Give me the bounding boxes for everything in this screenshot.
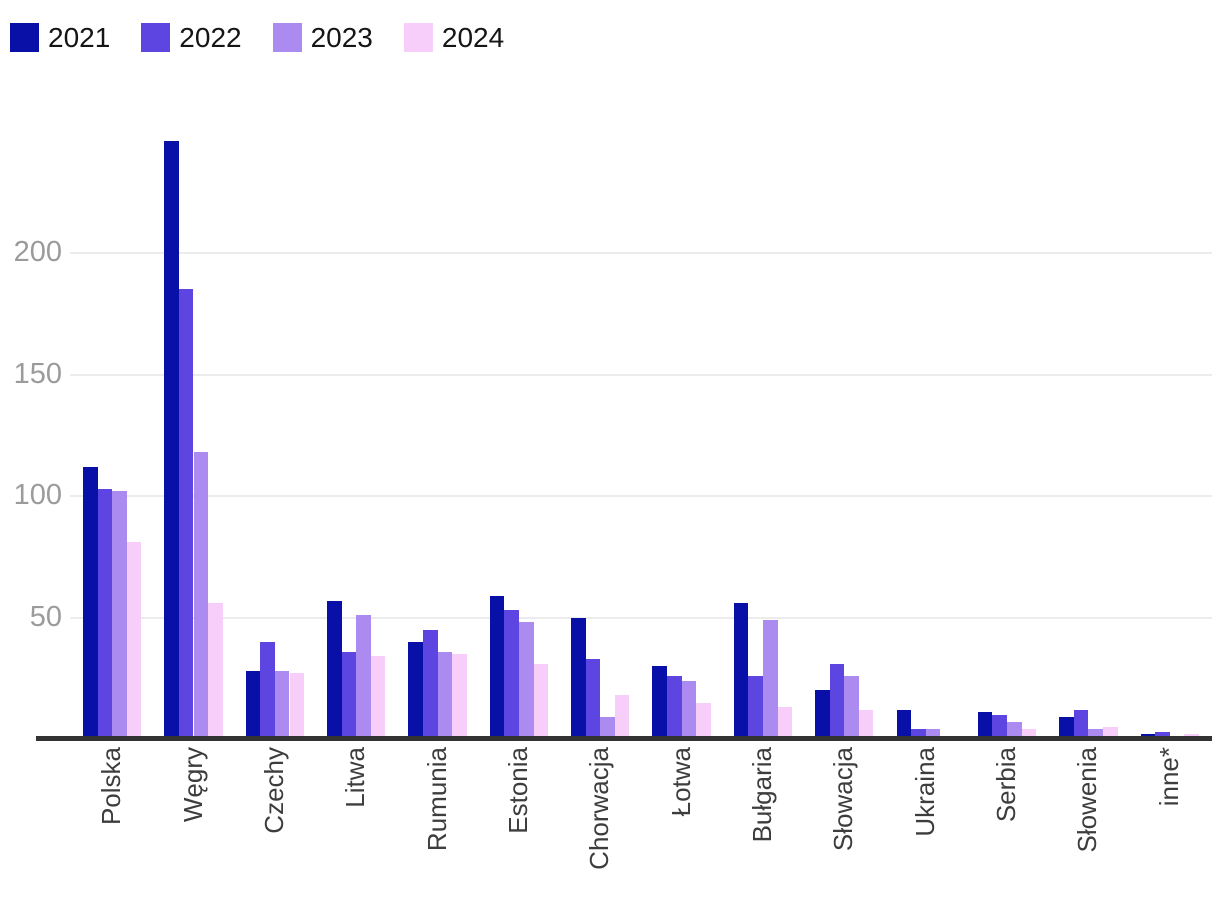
bar-inne*-2022 bbox=[1155, 731, 1170, 739]
bar-Rumunia-2024 bbox=[452, 654, 467, 740]
bar-Słowenia-2023 bbox=[1088, 729, 1103, 739]
legend-item-2023: 2023 bbox=[272, 21, 373, 53]
bar-Ukraina-2023 bbox=[925, 729, 941, 739]
gridline-50 bbox=[70, 616, 1212, 619]
legend-label: 2021 bbox=[48, 21, 111, 53]
legend-item-2024: 2024 bbox=[403, 21, 505, 53]
bar-Węgry-2021 bbox=[164, 141, 179, 739]
legend-label: 2022 bbox=[179, 21, 242, 53]
x-tick-label-Serbia: Serbia bbox=[991, 747, 1021, 823]
bar-Chorwacja-2022 bbox=[585, 658, 601, 739]
bar-Estonia-2024 bbox=[533, 663, 549, 739]
x-tick-label-Czechy: Czechy bbox=[258, 747, 289, 834]
x-tick-label-Węgry: Węgry bbox=[177, 747, 208, 823]
bar-Bułgaria-2022 bbox=[748, 675, 763, 739]
bar-Węgry-2023 bbox=[193, 452, 209, 739]
bar-Estonia-2023 bbox=[519, 622, 534, 739]
bar-Czechy-2024 bbox=[289, 673, 305, 739]
bar-Chorwacja-2021 bbox=[571, 617, 586, 739]
x-tick-label-Słowenia: Słowenia bbox=[1072, 747, 1103, 853]
bar-Czechy-2023 bbox=[274, 671, 290, 739]
bar-Polska-2021 bbox=[83, 466, 98, 739]
bar-Serbia-2022 bbox=[992, 714, 1007, 739]
bar-Ukraina-2021 bbox=[896, 709, 912, 739]
bar-Łotwa-2023 bbox=[681, 680, 697, 739]
bar-Rumunia-2021 bbox=[408, 641, 423, 739]
bar-Słowacja-2022 bbox=[829, 663, 845, 739]
bar-Słowacja-2023 bbox=[844, 675, 859, 739]
bar-Węgry-2022 bbox=[178, 289, 194, 739]
bar-Rumunia-2023 bbox=[437, 651, 453, 739]
gridline-100 bbox=[70, 495, 1212, 497]
x-tick-label-Chorwacja: Chorwacja bbox=[584, 747, 615, 870]
y-tick-label: 100 bbox=[13, 478, 62, 511]
bar-Litwa-2024 bbox=[370, 656, 386, 739]
bar-Estonia-2022 bbox=[504, 610, 519, 739]
bar-Czechy-2021 bbox=[245, 671, 261, 739]
x-axis-line bbox=[36, 736, 1212, 741]
x-tick-label-Ukraina: Ukraina bbox=[909, 747, 940, 837]
bar-Słowacja-2024 bbox=[858, 709, 874, 739]
x-tick-label-Łotwa: Łotwa bbox=[665, 747, 696, 817]
legend-label: 2024 bbox=[441, 21, 505, 53]
y-tick-label: 200 bbox=[13, 235, 62, 268]
x-tick-label-Litwa: Litwa bbox=[340, 747, 371, 808]
legend-swatch-2024 bbox=[403, 23, 433, 52]
bar-Łotwa-2021 bbox=[652, 666, 667, 739]
bar-Słowacja-2021 bbox=[815, 690, 830, 739]
bar-Łotwa-2024 bbox=[696, 702, 711, 739]
bar-Chorwacja-2023 bbox=[600, 717, 615, 739]
bar-Ukraina-2022 bbox=[911, 729, 926, 739]
bar-Estonia-2021 bbox=[489, 595, 505, 739]
bar-Serbia-2021 bbox=[977, 712, 993, 739]
bar-Bułgaria-2024 bbox=[777, 707, 793, 739]
bar-Rumunia-2022 bbox=[423, 629, 438, 739]
bar-Litwa-2021 bbox=[327, 600, 342, 739]
bar-Litwa-2023 bbox=[356, 615, 371, 739]
bar-Łotwa-2022 bbox=[667, 675, 682, 739]
legend-label: 2023 bbox=[310, 21, 373, 53]
bar-Węgry-2024 bbox=[208, 602, 223, 739]
bar-Serbia-2023 bbox=[1007, 722, 1022, 739]
bar-Litwa-2022 bbox=[341, 651, 357, 739]
bar-Bułgaria-2023 bbox=[763, 619, 778, 739]
bar-Polska-2022 bbox=[97, 488, 113, 739]
legend-item-2021: 2021 bbox=[10, 23, 110, 52]
legend-swatch-2023 bbox=[272, 23, 302, 52]
x-tick-label-Estonia: Estonia bbox=[503, 747, 533, 834]
bar-Polska-2024 bbox=[126, 542, 142, 739]
legend-swatch-2021 bbox=[10, 23, 39, 52]
gridline-150 bbox=[70, 373, 1212, 376]
bar-Czechy-2022 bbox=[260, 641, 275, 739]
bar-Słowenia-2022 bbox=[1073, 709, 1089, 739]
x-tick-label-Bułgaria: Bułgaria bbox=[747, 747, 777, 843]
y-tick-label: 150 bbox=[13, 357, 62, 390]
bar-Polska-2023 bbox=[112, 491, 127, 739]
bar-Chorwacja-2024 bbox=[614, 695, 630, 739]
legend-swatch-2022 bbox=[141, 23, 171, 52]
x-tick-label-inne*: inne* bbox=[1153, 747, 1184, 807]
bar-Bułgaria-2021 bbox=[733, 602, 749, 739]
y-tick-label: 50 bbox=[29, 600, 62, 633]
x-tick-label-Słowacja: Słowacja bbox=[828, 747, 859, 852]
x-tick-label-Rumunia: Rumunia bbox=[421, 747, 452, 852]
legend: 2021 2022 2023 2024 bbox=[10, 23, 504, 52]
legend-item-2022: 2022 bbox=[141, 21, 242, 53]
x-tick-label-Polska: Polska bbox=[96, 747, 127, 826]
bar-Serbia-2024 bbox=[1021, 729, 1037, 739]
gridline-200 bbox=[70, 252, 1212, 254]
bar-Słowenia-2021 bbox=[1059, 717, 1074, 739]
